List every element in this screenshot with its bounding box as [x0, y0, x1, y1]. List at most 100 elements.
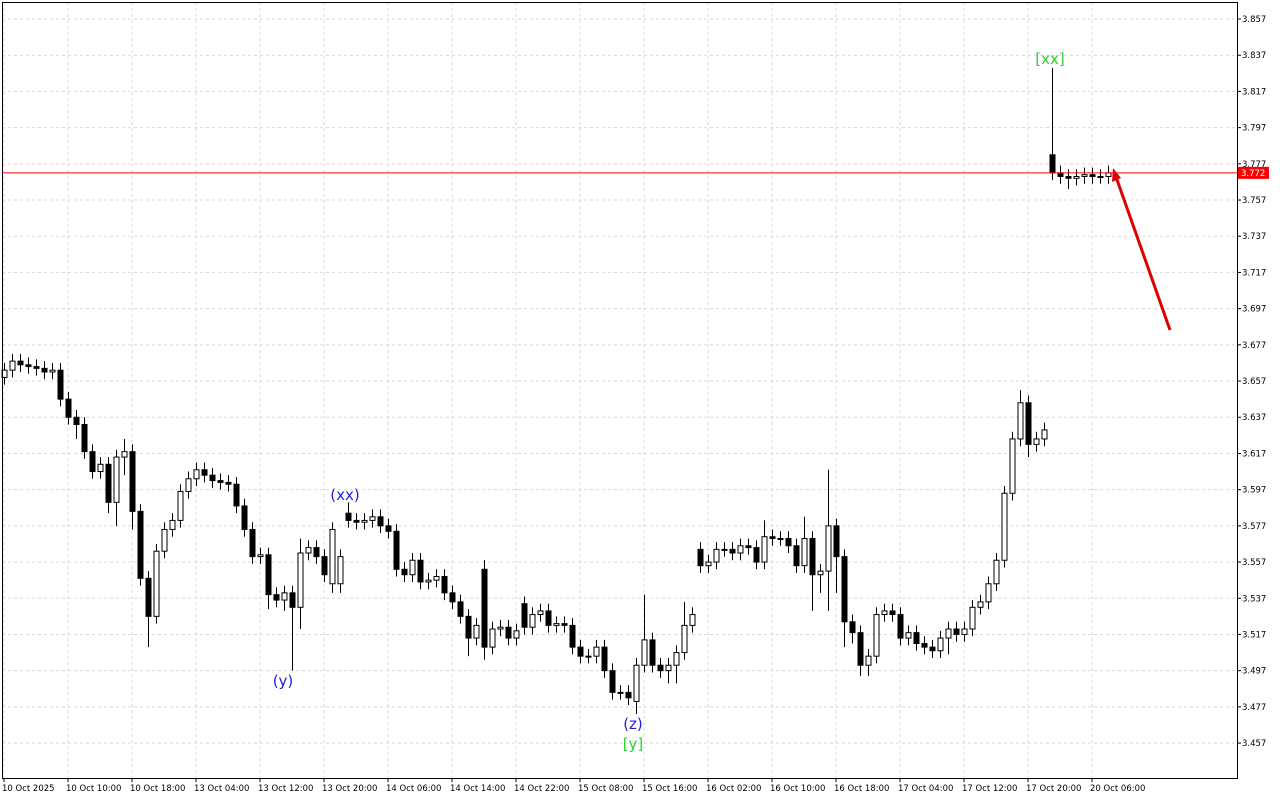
- candle-body: [257, 554, 264, 558]
- y-tick-label: 3.517: [1242, 630, 1266, 640]
- candle-body: [761, 536, 768, 563]
- x-tick-label: 13 Oct 20:00: [322, 784, 377, 794]
- candle-body: [793, 545, 800, 567]
- x-tick-label: 17 Oct 04:00: [898, 784, 953, 794]
- candle-body: [537, 610, 544, 616]
- candle-body: [857, 632, 864, 666]
- candle-body: [1057, 172, 1064, 177]
- candle-body: [929, 646, 936, 652]
- candle-body: [1033, 438, 1040, 445]
- candle-body: [105, 463, 112, 503]
- candle-body: [145, 577, 152, 617]
- y-tick-label: 3.637: [1242, 413, 1266, 423]
- y-tick-label: 3.757: [1242, 196, 1266, 206]
- candle-body: [625, 691, 632, 699]
- candle-body: [201, 469, 208, 476]
- y-tick-label: 3.477: [1242, 703, 1266, 713]
- candle-body: [137, 510, 144, 579]
- x-tick-label: 15 Oct 08:00: [578, 784, 633, 794]
- candle-body: [873, 614, 880, 657]
- candle-body: [121, 451, 128, 458]
- candle-body: [953, 628, 960, 635]
- candle-body: [673, 652, 680, 666]
- y-tick-label: 3.597: [1242, 486, 1266, 496]
- y-tick-label: 3.577: [1242, 522, 1266, 532]
- y-tick-label: 3.817: [1242, 87, 1266, 97]
- candle-body: [361, 519, 368, 523]
- y-tick-label: 3.777: [1242, 160, 1266, 170]
- candle-body: [649, 639, 656, 666]
- candle-body: [49, 369, 56, 373]
- candle-body: [433, 576, 440, 581]
- candle-body: [409, 559, 416, 576]
- x-tick-label: 16 Oct 10:00: [770, 784, 825, 794]
- candle-body: [769, 536, 776, 540]
- candle-body: [329, 528, 336, 585]
- candle-body: [705, 561, 712, 567]
- wave-label: (xx): [330, 486, 359, 504]
- y-tick-label: 3.457: [1242, 739, 1266, 749]
- candle-body: [1089, 174, 1096, 177]
- wave-label: [y]: [623, 735, 644, 753]
- candle-body: [265, 554, 272, 596]
- candle-body: [681, 624, 688, 654]
- candle-body: [249, 528, 256, 558]
- candle-body: [185, 478, 192, 492]
- y-tick-label: 3.717: [1242, 268, 1266, 278]
- candle-body: [153, 550, 160, 617]
- y-tick-label: 3.617: [1242, 449, 1266, 459]
- candle-body: [161, 528, 168, 552]
- candle-body: [889, 610, 896, 616]
- candle-body: [457, 601, 464, 617]
- candle-body: [809, 538, 816, 576]
- axes: 3.457 3.477 3.497 3.517 3.537 3.557 3.577 3.597…: [2, 15, 1269, 794]
- candle-body: [801, 538, 808, 567]
- candle-body: [241, 505, 248, 530]
- x-tick-label: 13 Oct 12:00: [258, 784, 313, 794]
- x-tick-label: 16 Oct 02:00: [706, 784, 761, 794]
- current-price-label: 3.772: [1241, 169, 1265, 179]
- candle-body: [961, 628, 968, 635]
- candle-body: [985, 583, 992, 603]
- candle-body: [881, 610, 888, 616]
- candle-body: [913, 632, 920, 645]
- candle-body: [1017, 402, 1024, 440]
- candle-body: [41, 367, 48, 373]
- candle-body: [129, 451, 136, 512]
- candle-body: [473, 624, 480, 639]
- candle-body: [825, 525, 832, 572]
- candle-body: [417, 559, 424, 583]
- candle-body: [905, 632, 912, 639]
- candle-body: [689, 614, 696, 626]
- candle-body: [169, 519, 176, 530]
- candle-body: [297, 552, 304, 608]
- candle-body: [841, 556, 848, 623]
- candle-body: [321, 556, 328, 576]
- candle-body: [225, 481, 232, 485]
- candle-body: [609, 670, 616, 693]
- x-tick-label: 20 Oct 06:00: [1090, 784, 1145, 794]
- candle-body: [713, 548, 720, 563]
- candle-body: [1049, 154, 1056, 174]
- x-tick-label: 14 Oct 06:00: [386, 784, 441, 794]
- candle-body: [721, 548, 728, 551]
- candle-body: [97, 463, 104, 473]
- y-tick-label: 3.797: [1242, 124, 1266, 134]
- candle-body: [57, 369, 64, 400]
- forecast-arrowhead: [1112, 168, 1121, 182]
- x-tick-label: 14 Oct 14:00: [450, 784, 505, 794]
- candle-body: [73, 416, 80, 425]
- y-tick-label: 3.677: [1242, 341, 1266, 351]
- y-tick-label: 3.837: [1242, 51, 1266, 61]
- candle-body: [345, 512, 352, 521]
- candle-body: [833, 525, 840, 558]
- candle-body: [465, 615, 472, 639]
- wave-label: [xx]: [1035, 50, 1064, 68]
- candle-body: [601, 646, 608, 672]
- candle-body: [817, 570, 824, 576]
- candle-body: [65, 398, 72, 418]
- candle-body: [1001, 492, 1008, 561]
- candle-body: [1097, 175, 1104, 178]
- candle-body: [937, 637, 944, 652]
